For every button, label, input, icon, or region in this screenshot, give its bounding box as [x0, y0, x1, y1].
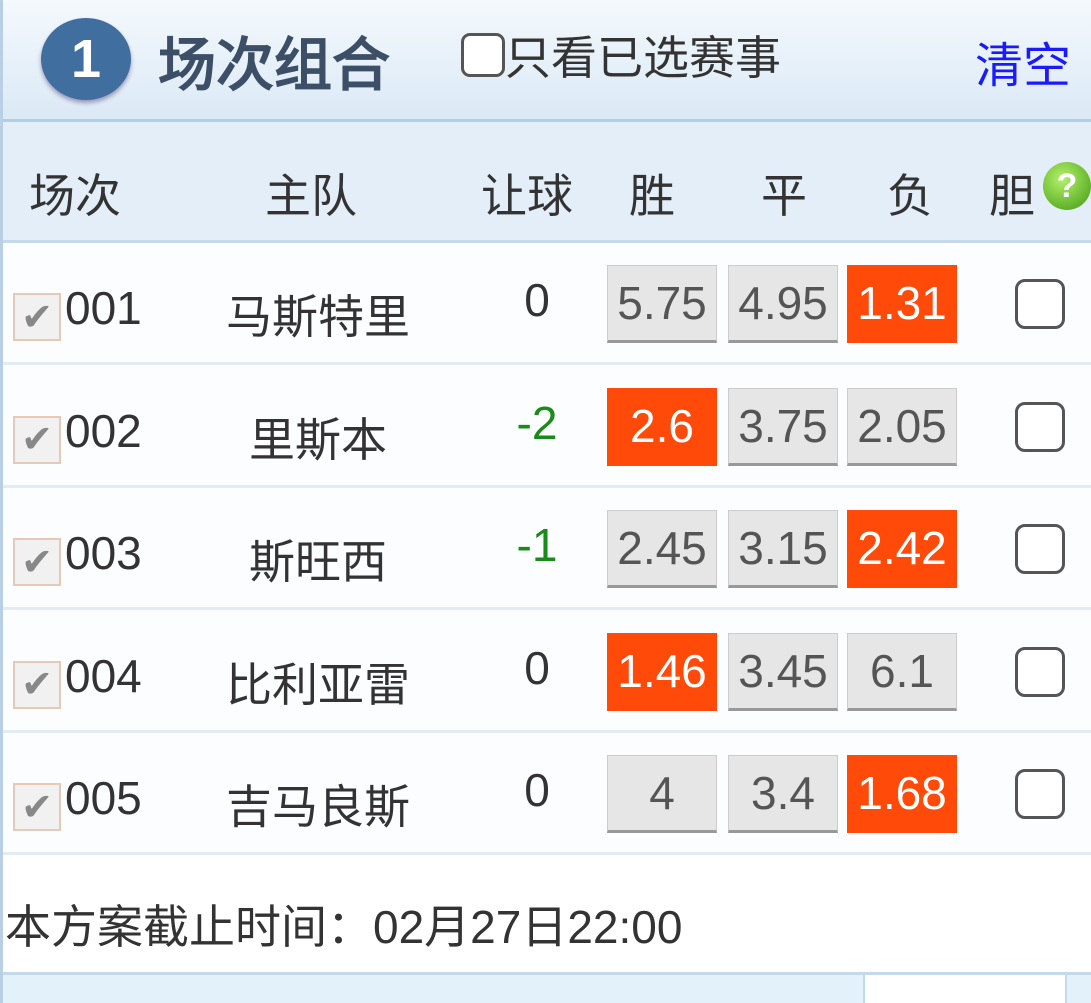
odds-lose-button[interactable]: 1.31 [847, 265, 957, 343]
only-selected-checkbox[interactable] [461, 33, 505, 77]
step-badge: 1 [41, 18, 131, 100]
match-checkbox[interactable]: ✔ [13, 415, 61, 464]
col-draw: 平 [761, 170, 807, 222]
check-icon: ✔ [21, 664, 53, 706]
match-checkbox[interactable]: ✔ [13, 538, 61, 586]
match-checkbox[interactable]: ✔ [13, 783, 61, 831]
home-team: 里斯本 [249, 413, 387, 466]
banker-checkbox[interactable] [1015, 769, 1065, 819]
home-team: 吉马良斯 [226, 781, 410, 833]
clear-link[interactable]: 清空 [975, 40, 1072, 93]
home-team: 斯旺西 [249, 536, 387, 588]
odds-lose-button[interactable]: 2.42 [847, 510, 957, 588]
handicap: 0 [524, 274, 550, 326]
odds-draw-button[interactable]: 3.75 [728, 387, 838, 466]
table-row: ✔ 002 里斯本 -2 2.6 3.75 2.05 [3, 365, 1091, 488]
check-icon: ✔ [21, 419, 53, 461]
home-team: 比利亚雷 [226, 658, 410, 711]
table-row: ✔ 004 比利亚雷 0 1.46 3.45 6.1 [3, 610, 1091, 733]
col-match: 场次 [29, 170, 121, 222]
table-row: ✔ 005 吉马良斯 0 4 3.4 1.68 [3, 733, 1091, 855]
banker-checkbox[interactable] [1015, 401, 1065, 452]
banker-checkbox[interactable] [1015, 646, 1065, 697]
table-row: ✔ 001 马斯特里 0 5.75 4.95 1.31 [3, 243, 1091, 365]
odds-win-button[interactable]: 2.45 [607, 510, 717, 588]
only-selected-label: 只看已选赛事 [505, 32, 781, 84]
help-icon[interactable]: ? [1043, 162, 1091, 210]
odds-draw-button[interactable]: 3.45 [728, 632, 838, 711]
section-header: 1 场次组合 只看已选赛事 清空 [3, 0, 1091, 122]
handicap: 0 [524, 641, 550, 694]
check-icon: ✔ [21, 786, 53, 829]
odds-win-button[interactable]: 1.46 [607, 632, 717, 711]
handicap: 0 [524, 764, 550, 816]
next-section-strip [3, 975, 1091, 1003]
table-header: 场次 主队 让球 胜 平 负 胆 ? [3, 122, 1091, 243]
next-section-cell [863, 975, 1067, 1003]
col-lose: 负 [887, 170, 933, 222]
deadline-text: 本方案截止时间：02月27日22:00 [5, 901, 683, 953]
match-checkbox[interactable]: ✔ [13, 293, 61, 341]
odds-draw-button[interactable]: 4.95 [728, 265, 838, 343]
footer: 本方案截止时间：02月27日22:00 [3, 857, 1091, 975]
col-banker: 胆 [989, 170, 1035, 222]
odds-win-button[interactable]: 4 [607, 755, 717, 833]
match-number: 005 [65, 772, 142, 824]
handicap: -2 [516, 396, 558, 449]
banker-checkbox[interactable] [1015, 279, 1065, 329]
col-home: 主队 [265, 170, 357, 222]
odds-win-button[interactable]: 2.6 [607, 387, 717, 466]
only-selected-toggle[interactable]: 只看已选赛事 [461, 22, 781, 88]
match-number: 002 [65, 404, 142, 457]
match-number: 003 [65, 527, 142, 579]
section-title: 场次组合 [158, 33, 391, 98]
odds-lose-button[interactable]: 2.05 [847, 387, 957, 466]
match-number: 004 [65, 649, 142, 702]
banker-checkbox[interactable] [1015, 524, 1065, 574]
check-icon: ✔ [21, 296, 53, 339]
col-handicap: 让球 [481, 170, 573, 222]
odds-draw-button[interactable]: 3.4 [728, 755, 838, 833]
match-checkbox[interactable]: ✔ [13, 660, 61, 709]
odds-lose-button[interactable]: 1.68 [847, 755, 957, 833]
home-team: 马斯特里 [226, 291, 410, 343]
handicap: -1 [516, 519, 558, 571]
table-row: ✔ 003 斯旺西 -1 2.45 3.15 2.42 [3, 488, 1091, 610]
check-icon: ✔ [21, 541, 53, 584]
match-number: 001 [65, 282, 142, 334]
odds-lose-button[interactable]: 6.1 [847, 632, 957, 711]
odds-draw-button[interactable]: 3.15 [728, 510, 838, 588]
col-win: 胜 [629, 170, 675, 222]
odds-win-button[interactable]: 5.75 [607, 265, 717, 343]
